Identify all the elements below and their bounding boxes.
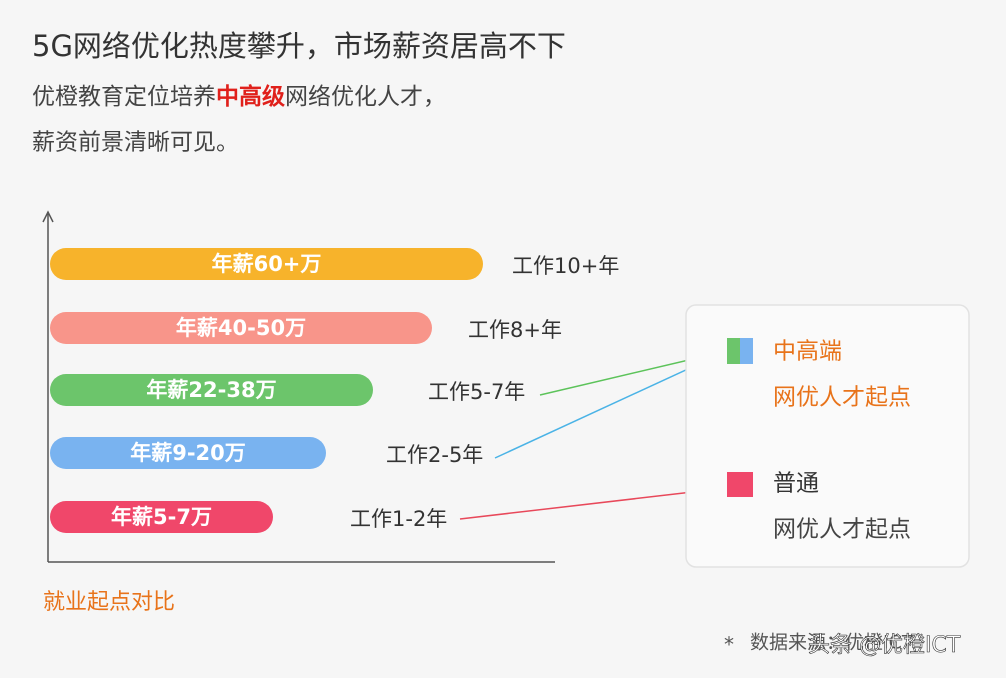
subtitle-highlight: 中高级 xyxy=(216,83,285,110)
bar-label: 年薪22-38万 xyxy=(146,378,276,402)
watermark: 头条 @优橙ICT xyxy=(808,633,961,658)
title: 5G网络优化热度攀升，市场薪资居高不下 xyxy=(32,29,566,63)
footnote: 数据来源：优橙ICT xyxy=(750,632,914,654)
legend-box xyxy=(685,304,970,568)
experience-label: 工作1-2年 xyxy=(350,507,447,531)
bar xyxy=(50,437,326,469)
legend-swatch xyxy=(727,472,753,497)
legend-title: 中高端 xyxy=(773,339,842,365)
bar-label: 年薪60+万 xyxy=(212,252,322,276)
legend-swatch xyxy=(740,338,753,364)
legend-subtitle: 网优人才起点 xyxy=(773,385,911,411)
legend-subtitle: 网优人才起点 xyxy=(773,517,911,543)
subtitle-line: 薪资前景清晰可见。 xyxy=(32,130,239,156)
subtitle-text: 优橙教育定位培养 xyxy=(32,84,216,110)
subtitle-text: 网络优化人才， xyxy=(285,84,446,110)
bar-label: 年薪40-50万 xyxy=(176,316,306,340)
footnote-star: * xyxy=(724,633,734,657)
legend-swatch xyxy=(727,338,740,364)
experience-label: 工作5-7年 xyxy=(428,380,525,404)
bar-label: 年薪9-20万 xyxy=(130,441,246,465)
experience-label: 工作10+年 xyxy=(512,254,619,278)
connector xyxy=(459,487,728,520)
bar xyxy=(50,312,432,344)
experience-label: 工作8+年 xyxy=(468,318,562,342)
bar xyxy=(50,374,373,406)
axis-arrow xyxy=(42,210,54,223)
bar-label: 年薪5-7万 xyxy=(111,505,212,529)
bar xyxy=(50,248,483,280)
bar xyxy=(50,501,273,533)
caption: 就业起点对比 xyxy=(43,590,175,615)
experience-label: 工作2-5年 xyxy=(386,443,483,467)
subtitle: 优橙教育定位培养中高级网络优化人才， xyxy=(32,83,446,110)
legend-title: 普通 xyxy=(773,471,819,497)
